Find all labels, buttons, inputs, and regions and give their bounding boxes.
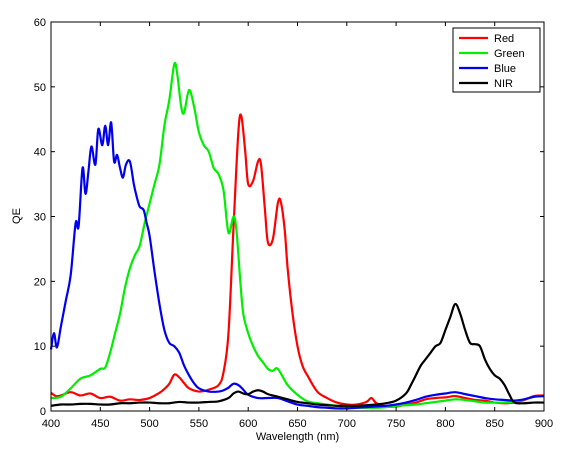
series-layer: [49, 61, 545, 410]
legend-label-green: Green: [494, 48, 525, 60]
y-tick-label: 40: [34, 147, 46, 159]
x-tick-label: 550: [190, 418, 208, 430]
legend-label-blue: Blue: [494, 63, 516, 75]
legend-label-red: Red: [494, 33, 514, 45]
series-line-green: [50, 61, 545, 409]
x-tick-label: 800: [436, 418, 454, 430]
legend-label-nir: NIR: [494, 78, 513, 90]
x-tick-label: 500: [140, 418, 158, 430]
ticks-layer: 400 450 500 550 600 650 700 750 800 850 900 0 10 20 30…: [34, 17, 553, 430]
y-tick-label: 60: [34, 17, 46, 29]
y-tick-label: 30: [34, 212, 46, 224]
x-axis-label: Wavelength (nm): [256, 431, 339, 443]
series-line-red: [50, 113, 545, 408]
y-axis-label: QE: [11, 208, 23, 224]
x-tick-label: 600: [239, 418, 257, 430]
x-tick-label: 400: [42, 418, 60, 430]
x-tick-label: 850: [486, 418, 504, 430]
series-line-nir: [50, 302, 545, 407]
y-tick-label: 50: [34, 82, 46, 94]
series-line-blue: [49, 121, 545, 410]
x-tick-label: 700: [338, 418, 356, 430]
x-tick-label: 450: [91, 418, 109, 430]
x-tick-label: 650: [288, 418, 306, 430]
y-tick-label: 20: [34, 276, 46, 288]
x-tick-label: 900: [535, 418, 553, 430]
y-tick-label: 10: [34, 341, 46, 353]
y-tick-label: 0: [40, 406, 46, 418]
legend: Red Green Blue NIR: [452, 27, 541, 93]
x-tick-label: 750: [387, 418, 405, 430]
